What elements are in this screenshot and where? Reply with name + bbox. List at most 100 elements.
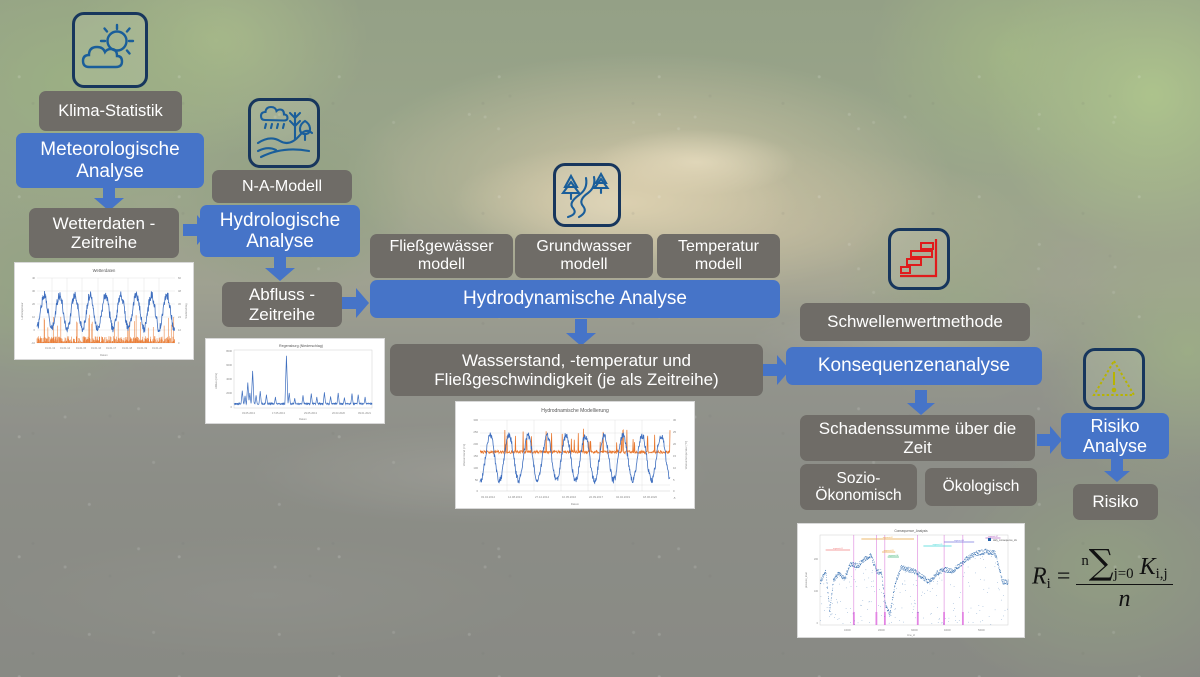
node-hydrodynamische-analyse[interactable]: Hydrodynamische Analyse <box>370 280 780 318</box>
node-abfluss-zeitreihe[interactable]: Abfluss - Zeitreihe <box>222 282 342 327</box>
svg-text:17.05.2013: 17.05.2013 <box>272 411 286 415</box>
formula-lhs: R <box>1032 563 1047 590</box>
svg-text:50000: 50000 <box>978 629 985 632</box>
node-risiko[interactable]: Risiko <box>1073 484 1158 520</box>
svg-text:10000: 10000 <box>844 629 851 632</box>
svg-text:-5: -5 <box>673 496 676 500</box>
svg-text:segment-06: segment-06 <box>954 539 964 542</box>
svg-text:01.01.18: 01.01.18 <box>122 346 133 350</box>
node-schwellenwertmethode[interactable]: Schwellenwertmethode <box>800 303 1030 341</box>
svg-text:-10: -10 <box>31 341 35 345</box>
svg-text:0: 0 <box>673 489 675 493</box>
node-temperatur-modell[interactable]: Temperatur modell <box>657 234 780 278</box>
svg-text:12: 12 <box>178 328 181 332</box>
svg-text:segment-07: segment-07 <box>988 535 998 538</box>
node-hydrologische-analyse[interactable]: Hydrologische Analyse <box>200 205 360 257</box>
svg-text:daily_consequence_idx: daily_consequence_idx <box>993 540 1018 542</box>
formula-lhs-sub: i <box>1046 575 1051 592</box>
svg-text:10: 10 <box>32 315 35 319</box>
svg-text:25: 25 <box>673 430 677 434</box>
svg-text:01.01.17: 01.01.17 <box>106 346 117 350</box>
svg-text:5: 5 <box>673 478 675 482</box>
svg-text:40: 40 <box>32 276 35 280</box>
svg-text:Lufttemperatur: Lufttemperatur <box>20 302 24 319</box>
node-fliessgewaesser-modell[interactable]: Fließgewässer modell <box>370 234 513 278</box>
svg-text:10.05.2016: 10.05.2016 <box>562 495 576 499</box>
svg-text:15: 15 <box>673 454 677 458</box>
svg-text:0: 0 <box>34 328 36 332</box>
river-forest-icon <box>553 163 621 227</box>
node-sozio-oekonomisch[interactable]: Sozio-Ökonomisch <box>800 464 917 510</box>
node-risiko-analyse[interactable]: Risiko Analyse <box>1061 413 1169 459</box>
svg-text:10: 10 <box>673 466 677 470</box>
svg-text:Wassertemperatur [°C]: Wassertemperatur [°C] <box>684 441 688 470</box>
chart4-title: Consequence_Analysis <box>894 529 928 533</box>
svg-text:segment-05: segment-05 <box>933 543 943 546</box>
svg-text:Wasserstand [cm]: Wasserstand [cm] <box>462 444 466 466</box>
chart-konsequenz-zeitreihe: Consequence_Analysis 200 100 0 10000 2000… <box>797 523 1025 638</box>
svg-text:01.01.20: 01.01.20 <box>152 346 163 350</box>
node-oekologisch[interactable]: Ökologisch <box>925 468 1037 506</box>
svg-text:48: 48 <box>178 289 181 293</box>
svg-text:Datum: Datum <box>571 502 580 506</box>
svg-text:01.01.14: 01.01.14 <box>60 346 71 350</box>
arrow-abfluss-to-hydrodynamische <box>342 287 370 319</box>
svg-text:01.01.16: 01.01.16 <box>91 346 102 350</box>
svg-text:6000: 6000 <box>226 363 232 367</box>
formula-sum-lower: j=0 <box>1113 566 1134 583</box>
svg-text:0: 0 <box>178 341 180 345</box>
chart1-title: Wetterdaten <box>93 268 116 273</box>
svg-text:300: 300 <box>473 418 478 422</box>
svg-text:01.01.19: 01.01.19 <box>137 346 148 350</box>
node-na-modell[interactable]: N-A-Modell <box>212 170 352 203</box>
chart2-title: Regensburg (Niederschlag) <box>279 344 323 348</box>
node-wasserstand-zeitreihe[interactable]: Wasserstand, -temperatur und Fließgeschw… <box>390 344 763 396</box>
formula-sum-upper: n <box>1081 552 1089 569</box>
svg-text:30: 30 <box>32 289 35 293</box>
svg-text:Abfluss [m³/s]: Abfluss [m³/s] <box>214 373 218 389</box>
rain-landscape-icon <box>248 98 320 168</box>
svg-text:01.01.15: 01.01.15 <box>76 346 87 350</box>
svg-text:0: 0 <box>231 405 233 409</box>
svg-text:time_id: time_id <box>907 634 915 637</box>
risk-formula: Ri = n∑j=0 Ki,j n <box>1032 543 1173 613</box>
node-grundwasser-modell[interactable]: Grundwasser modell <box>515 234 653 278</box>
chart-hydrodynamische-modellierung: Hydrodnamische Modellierung 300 250 200 15… <box>455 401 695 509</box>
formula-denominator: n <box>1118 586 1131 613</box>
arrow-hydrologische-to-abfluss <box>264 254 296 282</box>
bar-chart-icon <box>888 228 950 290</box>
formula-equals: = <box>1056 563 1071 590</box>
formula-numerator-term: K <box>1139 554 1156 580</box>
svg-text:36: 36 <box>178 302 181 306</box>
node-meteorologische-analyse[interactable]: Meteorologische Analyse <box>16 133 204 188</box>
svg-text:60: 60 <box>178 276 181 280</box>
svg-text:Datum: Datum <box>299 417 307 421</box>
svg-text:0: 0 <box>476 489 478 493</box>
svg-text:100: 100 <box>473 466 478 470</box>
arrow-hydrodynamische-to-wasserstand <box>565 319 597 347</box>
svg-text:24: 24 <box>178 315 181 319</box>
node-wetterdaten-zeitreihe[interactable]: Wetterdaten - Zeitreihe <box>29 208 179 258</box>
formula-numerator-sub: i,j <box>1155 566 1168 583</box>
svg-text:18.06.2020: 18.06.2020 <box>643 495 657 499</box>
svg-text:04.02.2019: 04.02.2019 <box>616 495 630 499</box>
node-konsequenzenanalyse[interactable]: Konsequenzenanalyse <box>786 347 1042 385</box>
node-klima-statistik[interactable]: Klima-Statistik <box>39 91 182 131</box>
arrow-schadenssumme-to-risikoanalyse <box>1037 425 1063 455</box>
chart3-title: Hydrodnamische Modellierung <box>541 408 609 414</box>
svg-text:29.05.2013: 29.05.2013 <box>304 411 318 415</box>
svg-text:50: 50 <box>475 478 479 482</box>
arrow-wasserstand-to-konsequenzen <box>763 354 791 386</box>
svg-text:30000: 30000 <box>911 629 918 632</box>
svg-text:segment-04: segment-04 <box>888 554 898 557</box>
node-schadenssumme[interactable]: Schadenssumme über die Zeit <box>800 415 1035 461</box>
svg-text:0: 0 <box>817 622 819 625</box>
svg-text:250: 250 <box>473 430 478 434</box>
svg-text:200: 200 <box>814 558 819 561</box>
svg-text:segment-03: segment-03 <box>884 549 894 552</box>
svg-text:20000: 20000 <box>878 629 885 632</box>
svg-text:20: 20 <box>673 442 677 446</box>
svg-text:03.05.2013: 03.05.2013 <box>242 411 256 415</box>
svg-text:01.01.13: 01.01.13 <box>45 346 56 350</box>
